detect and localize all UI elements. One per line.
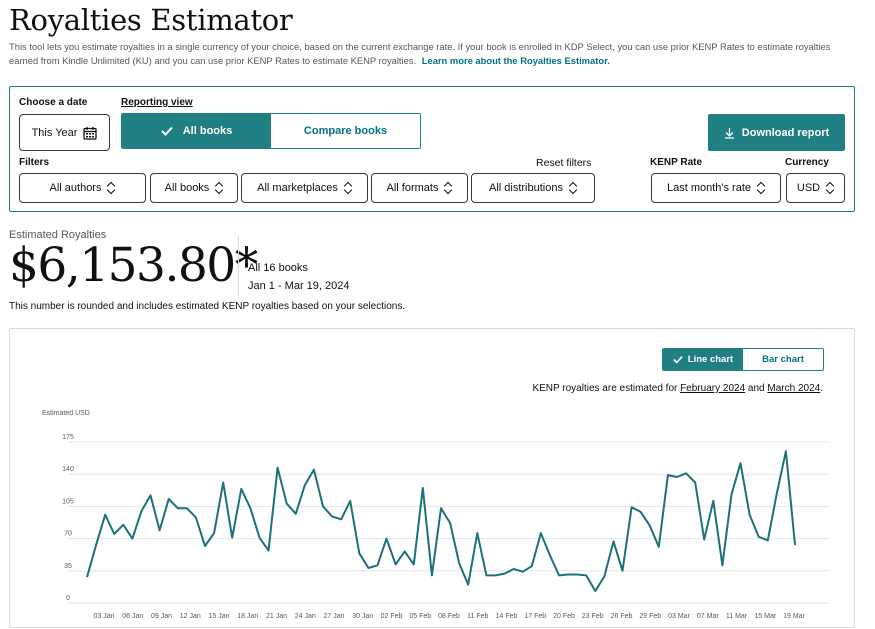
calendar-icon — [83, 126, 98, 140]
x-tick-label: 18 Jan — [237, 613, 258, 620]
x-tick-label: 07 Mar — [697, 613, 719, 620]
x-tick-label: 21 Jan — [266, 613, 287, 620]
y-tick-label: 35 — [64, 563, 72, 570]
x-tick-label: 03 Jan — [93, 613, 114, 620]
intro-text: This tool lets you estimate royalties in… — [9, 40, 859, 68]
download-label: Download report — [741, 126, 830, 139]
up-down-chevron-icon — [569, 181, 577, 195]
reporting-view-toggle: All books Compare books — [121, 113, 421, 149]
x-tick-label: 20 Feb — [553, 613, 575, 620]
x-tick-label: 14 Feb — [496, 613, 518, 620]
line-chart-label: Line chart — [687, 354, 734, 365]
intro-body: This tool lets you estimate royalties in… — [9, 41, 831, 66]
x-tick-label: 17 Feb — [524, 613, 546, 620]
royalties-line-chart: Estimated USD 0 35 70 105 140 175 03 Jan 06 Jan 0… — [42, 410, 830, 620]
all-books-view-button[interactable]: All books — [122, 114, 271, 148]
bar-chart-button[interactable]: Bar chart — [743, 349, 823, 370]
distributions-value: All distributions — [489, 182, 563, 194]
marketplaces-value: All marketplaces — [257, 182, 338, 194]
y-tick-label: 70 — [64, 531, 72, 538]
books-select[interactable]: All books — [150, 173, 238, 203]
x-tick-label: 19 Mar — [783, 613, 805, 620]
x-tick-label: 05 Feb — [409, 613, 431, 620]
date-range: Jan 1 - Mar 19, 2024 — [248, 280, 350, 292]
estimated-royalties-label: Estimated Royalties — [9, 229, 107, 241]
x-tick-label: 09 Jan — [151, 613, 172, 620]
march-link[interactable]: March 2024 — [767, 383, 821, 394]
currency-value: USD — [796, 182, 821, 194]
up-down-chevron-icon — [757, 181, 765, 195]
date-value: This Year — [31, 126, 78, 139]
formats-value: All formats — [386, 182, 439, 194]
summary-divider — [238, 236, 239, 296]
x-tick-label: 30 Jan — [352, 613, 373, 620]
y-tick-label: 105 — [62, 498, 74, 505]
y-axis-label: Estimated USD — [42, 410, 90, 417]
kenp-prefix: KENP royalties are estimated for — [532, 383, 681, 394]
up-down-chevron-icon — [107, 181, 115, 195]
series-line — [86, 450, 796, 592]
x-tick-label: 08 Feb — [438, 613, 460, 620]
authors-select[interactable]: All authors — [19, 173, 146, 203]
chart-card: Line chart Bar chart KENP royalties are … — [9, 328, 855, 628]
x-tick-label: 27 Jan — [323, 613, 344, 620]
distributions-select[interactable]: All distributions — [471, 173, 595, 203]
chart-type-toggle: Line chart Bar chart — [662, 348, 824, 371]
filter-panel: Choose a date This Year Reporting view A… — [9, 86, 855, 212]
up-down-chevron-icon — [444, 181, 452, 195]
kenp-and: and — [745, 383, 768, 394]
currency-select[interactable]: USD — [786, 173, 845, 203]
up-down-chevron-icon — [826, 181, 834, 195]
download-report-button[interactable]: Download report — [708, 114, 845, 151]
filters-label: Filters — [19, 157, 50, 168]
books-count: All 16 books — [248, 262, 308, 274]
currency-label: Currency — [785, 157, 829, 168]
learn-more-link[interactable]: Learn more about the Royalties Estimator… — [421, 55, 610, 66]
x-tick-label: 11 Feb — [467, 613, 488, 620]
x-tick-label: 23 Feb — [582, 613, 604, 620]
date-picker[interactable]: This Year — [19, 114, 110, 151]
x-tick-label: 29 Feb — [639, 613, 661, 620]
x-tick-label: 12 Jan — [180, 613, 201, 620]
marketplaces-select[interactable]: All marketplaces — [241, 173, 368, 203]
y-tick-label: 140 — [62, 466, 74, 473]
x-tick-label: 03 Mar — [668, 613, 690, 620]
x-tick-label: 26 Feb — [611, 613, 633, 620]
up-down-chevron-icon — [215, 181, 223, 195]
compare-books-button[interactable]: Compare books — [271, 114, 420, 148]
x-tick-label: 02 Feb — [381, 613, 403, 620]
x-tick-label: 15 Jan — [208, 613, 229, 620]
formats-select[interactable]: All formats — [371, 173, 468, 203]
books-value: All books — [164, 182, 210, 194]
kenp-rate-select[interactable]: Last month's rate — [651, 173, 781, 203]
estimated-royalties-amount: $6,153.80* — [9, 238, 258, 293]
february-link[interactable]: February 2024 — [680, 383, 746, 394]
x-tick-label: 24 Jan — [295, 613, 316, 620]
y-tick-label: 0 — [66, 595, 70, 602]
line-chart-button[interactable]: Line chart — [663, 349, 743, 370]
up-down-chevron-icon — [344, 181, 352, 195]
authors-value: All authors — [49, 182, 102, 194]
reporting-view-label: Reporting view — [121, 97, 193, 108]
rounding-note: This number is rounded and includes esti… — [9, 301, 406, 312]
download-icon — [724, 127, 734, 139]
kenp-suffix: . — [820, 383, 823, 394]
x-tick-label: 15 Mar — [754, 613, 776, 620]
kenp-estimate-note: KENP royalties are estimated for Februar… — [532, 383, 823, 394]
y-tick-label: 175 — [62, 434, 74, 441]
kenp-rate-label: KENP Rate — [650, 157, 703, 168]
reset-filters-link[interactable]: Reset filters — [536, 157, 592, 169]
page-title: Royalties Estimator — [9, 3, 293, 37]
check-icon — [161, 126, 173, 136]
check-icon — [673, 356, 683, 364]
kenp-rate-value: Last month's rate — [666, 182, 752, 194]
x-tick-label: 11 Mar — [726, 613, 748, 620]
x-tick-label: 06 Jan — [122, 613, 143, 620]
all-books-view-label: All books — [182, 125, 233, 137]
choose-date-label: Choose a date — [19, 97, 88, 108]
